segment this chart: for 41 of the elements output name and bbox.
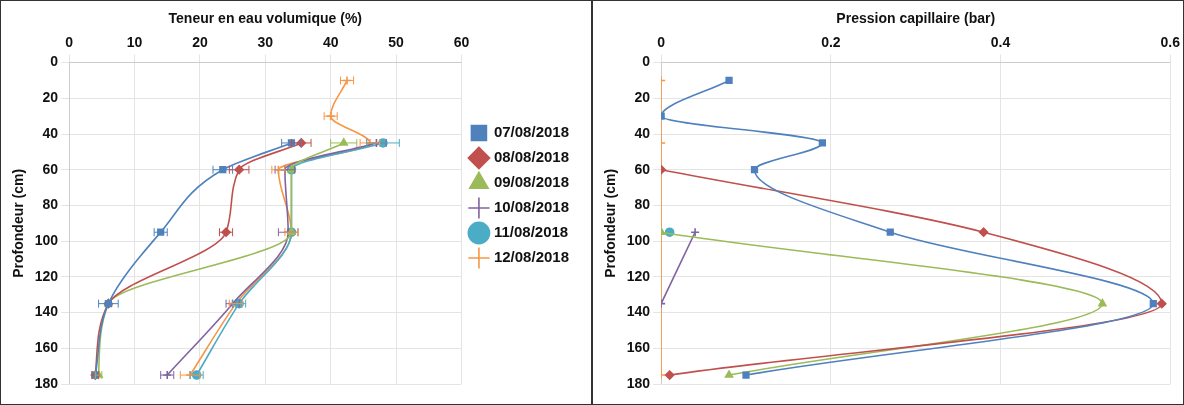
- y-tick-label: 20: [42, 89, 59, 106]
- x-tick-label: 40: [322, 34, 339, 51]
- x-tick-label: 0.4: [990, 34, 1011, 51]
- legend-label: 11/08/2018: [493, 223, 569, 241]
- x-tick-label: 0: [657, 34, 666, 51]
- x-tick-label: 0.2: [821, 34, 841, 51]
- y-tick-label: 60: [42, 160, 59, 177]
- legend-label: 09/08/2018: [493, 173, 569, 191]
- x-tick-label: 0: [65, 34, 74, 51]
- x-tick-label: 10: [126, 34, 143, 51]
- y-tick-label: 180: [34, 374, 59, 391]
- y-tick-label: 180: [626, 374, 651, 391]
- x-tick-label: 30: [257, 34, 274, 51]
- x-tick-label: 50: [388, 34, 405, 51]
- y-tick-label: 140: [34, 303, 59, 320]
- y-tick-label: 120: [626, 267, 651, 284]
- y-tick-label: 40: [42, 124, 59, 141]
- x-tick-label: 20: [192, 34, 208, 51]
- x-tick-label: 60: [453, 34, 470, 51]
- x-axis-title: Pression capillaire (bar): [836, 10, 996, 27]
- legend-label: 10/08/2018: [493, 198, 569, 216]
- y-tick-label: 100: [34, 232, 59, 249]
- y-tick-label: 80: [42, 196, 59, 213]
- legend-label: 12/08/2018: [493, 248, 569, 266]
- y-tick-label: 20: [634, 89, 651, 106]
- y-tick-label: 120: [34, 267, 59, 284]
- y-axis-title: Profondeur (cm): [10, 168, 27, 278]
- legend-label: 08/08/2018: [493, 148, 569, 166]
- y-tick-label: 0: [50, 53, 59, 70]
- y-tick-label: 160: [34, 339, 59, 356]
- y-axis-title: Profondeur (cm): [602, 168, 619, 278]
- y-tick-label: 0: [642, 53, 651, 70]
- y-tick-label: 140: [626, 303, 651, 320]
- y-tick-label: 100: [626, 232, 651, 249]
- x-axis-title: Teneur en eau volumique (%): [168, 10, 363, 27]
- legend-label: 07/08/2018: [493, 123, 569, 141]
- y-tick-label: 80: [634, 196, 651, 213]
- x-tick-label: 0.6: [1160, 34, 1181, 51]
- y-tick-label: 60: [634, 160, 651, 177]
- y-tick-label: 40: [634, 124, 651, 141]
- y-tick-label: 160: [626, 339, 651, 356]
